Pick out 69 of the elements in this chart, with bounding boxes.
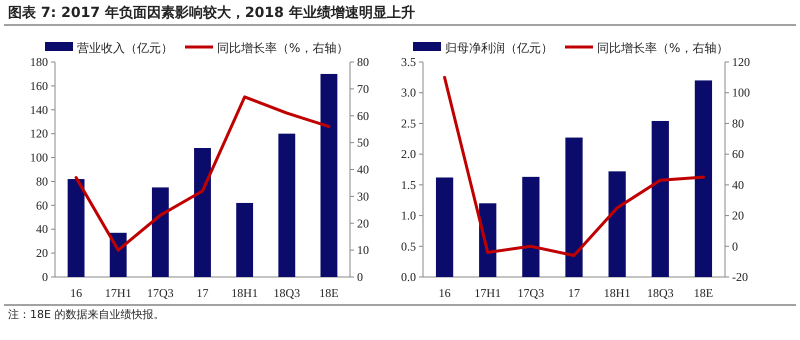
y2-tick-label: 10 — [357, 243, 369, 258]
y-tick-label: 2.5 — [401, 116, 416, 130]
legend-label: 同比增长率（%，右轴） — [597, 41, 728, 55]
bar — [522, 176, 540, 277]
y2-tick-label: 30 — [357, 189, 369, 204]
x-tick-label: 17H1 — [104, 286, 132, 300]
y2-tick-label: 40 — [357, 162, 369, 176]
y-tick-label: 0 — [42, 270, 48, 284]
bar — [652, 120, 669, 277]
y-tick-label: 40 — [36, 222, 48, 236]
bar — [68, 179, 84, 277]
y2-tick-label: 80 — [357, 55, 369, 69]
legend-label: 归母净利润（亿元） — [445, 41, 553, 55]
y-tick-label: 160 — [30, 78, 48, 93]
x-tick-label: 18H1 — [231, 286, 258, 300]
x-tick-label: 18E — [319, 286, 339, 300]
x-tick-label: 18Q3 — [273, 286, 300, 300]
y-tick-label: 0.0 — [401, 270, 416, 284]
x-tick-label: 16 — [70, 286, 82, 300]
bar — [278, 134, 296, 277]
y-tick-label: 1.5 — [401, 178, 416, 192]
x-tick-label: 17 — [568, 286, 580, 300]
y-tick-label: 120 — [30, 126, 48, 141]
bar — [608, 171, 626, 277]
y2-tick-label: 60 — [357, 108, 369, 123]
text: 注：18E 的数据来自业绩快报。 — [8, 308, 164, 321]
y2-tick-label: 60 — [732, 147, 744, 162]
y-tick-label: 180 — [30, 55, 48, 69]
x-tick-label: 18H1 — [604, 286, 630, 300]
y-tick-label: 100 — [30, 150, 48, 165]
x-tick-label: 17 — [196, 286, 208, 300]
y2-tick-label: -20 — [732, 270, 748, 284]
x-tick-label: 17Q3 — [147, 286, 174, 300]
y2-tick-label: 50 — [357, 136, 369, 150]
y2-tick-label: 80 — [732, 116, 744, 130]
bar — [236, 202, 254, 277]
x-tick-label: 17H1 — [474, 286, 502, 300]
y-tick-label: 140 — [30, 102, 48, 117]
y2-tick-label: 70 — [357, 82, 369, 96]
legend-label: 同比增长率（%，右轴） — [217, 41, 348, 55]
bar — [320, 74, 338, 277]
y2-tick-label: 100 — [732, 86, 750, 100]
bar — [152, 187, 169, 277]
y-tick-label: 1.0 — [401, 208, 416, 223]
y2-tick-label: 0 — [357, 270, 363, 284]
y2-tick-label: 0 — [732, 239, 738, 254]
y2-tick-label: 20 — [357, 216, 369, 230]
line-series — [74, 95, 330, 252]
chart-title: 图表 7: 2017 年负面因素影响较大，2018 年业绩增速明显上升 — [8, 4, 415, 21]
bar — [436, 177, 454, 277]
y-tick-label: 3.0 — [401, 86, 416, 100]
y2-tick-label: 120 — [732, 55, 750, 69]
y-tick-label: 0.5 — [401, 239, 416, 254]
x-tick-label: 18E — [694, 286, 714, 300]
line-series — [443, 76, 705, 257]
y2-tick-label: 20 — [732, 208, 744, 223]
bar — [194, 148, 211, 277]
y2-tick-label: 40 — [732, 178, 744, 192]
x-tick-label: 18Q3 — [646, 286, 674, 300]
y-tick-label: 3.5 — [401, 55, 416, 69]
y-tick-label: 60 — [36, 198, 48, 212]
y-tick-label: 20 — [36, 246, 48, 260]
y-tick-label: 80 — [36, 174, 48, 188]
x-tick-label: 16 — [438, 286, 451, 300]
bar — [565, 138, 583, 277]
y-tick-label: 2.0 — [401, 147, 416, 162]
bar — [694, 80, 712, 277]
x-tick-label: 17Q3 — [518, 286, 544, 300]
legend-label: 营业收入（亿元） — [77, 41, 173, 55]
